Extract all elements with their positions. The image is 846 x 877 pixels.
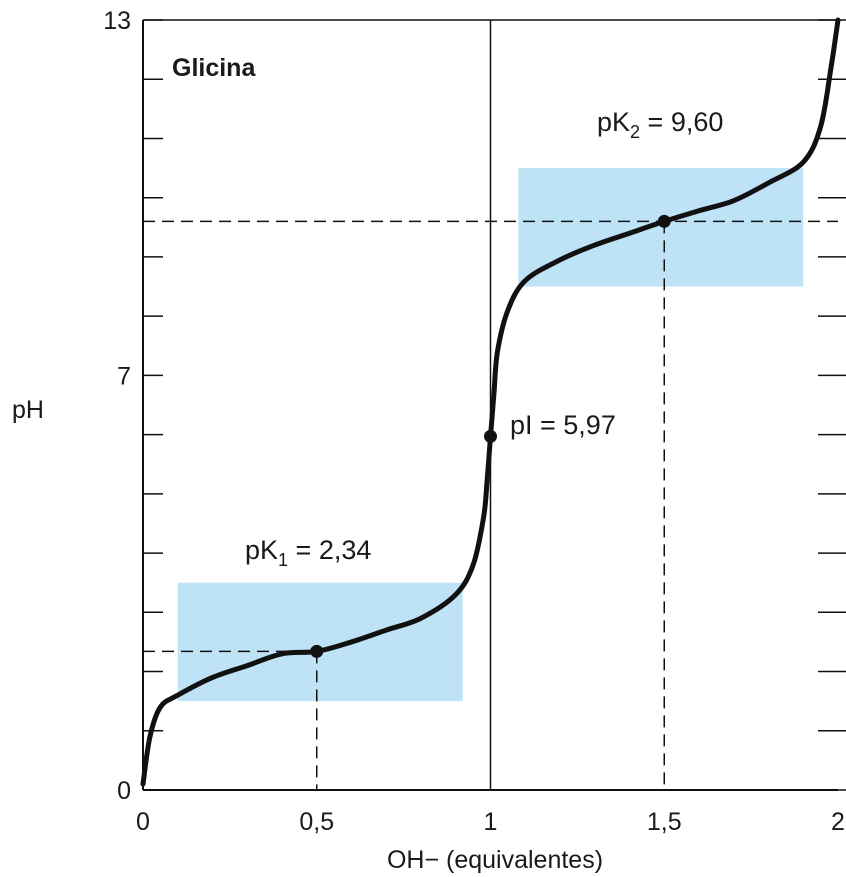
pi-label: pI = 5,97 — [510, 410, 616, 440]
y-tick-label: 0 — [117, 777, 131, 805]
x-tick-label: 0 — [136, 808, 150, 836]
pk2-label-main: pK — [597, 107, 630, 137]
buffer-region-1 — [178, 583, 463, 701]
x-tick-label: 0,5 — [299, 808, 334, 836]
pk1-label: pK1 = 2,34 — [245, 535, 371, 570]
x-tick-label: 1 — [484, 808, 498, 836]
y-axis-title: pH — [12, 396, 44, 424]
y-tick-label: 13 — [103, 7, 131, 35]
chart-title: Glicina — [172, 54, 256, 82]
y-tick-label: 7 — [117, 362, 131, 390]
axes: 0 7 13 0 0,5 1 1,5 2 — [103, 7, 846, 836]
x-tick-label: 1,5 — [647, 808, 682, 836]
pk2-label-rest: = 9,60 — [640, 107, 723, 137]
x-axis-title: OH− (equivalentes) — [387, 846, 603, 874]
pk1-label-rest: = 2,34 — [288, 535, 371, 565]
key-point-3 — [658, 215, 671, 228]
pk1-label-sub: 1 — [278, 550, 288, 570]
key-point-2 — [484, 430, 497, 443]
x-tick-label: 2 — [831, 808, 845, 836]
pk2-label-sub: 2 — [630, 122, 640, 142]
key-point-1 — [310, 645, 323, 658]
pk2-label: pK2 = 9,60 — [597, 107, 723, 142]
pk1-label-main: pK — [245, 535, 278, 565]
